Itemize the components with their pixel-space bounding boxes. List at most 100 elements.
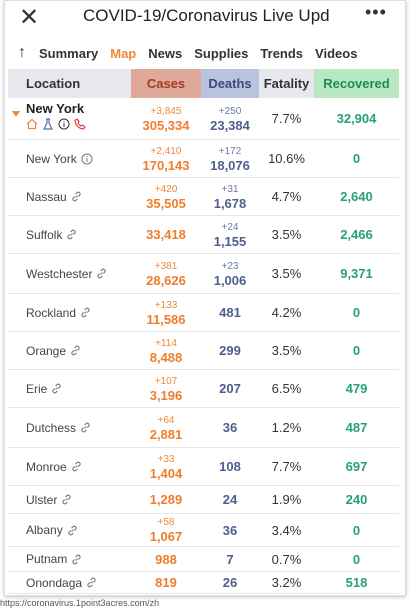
link-icon[interactable] xyxy=(80,307,91,318)
link-icon[interactable] xyxy=(51,383,62,394)
deaths-cell: 7 xyxy=(201,547,259,571)
location-cell: Orange xyxy=(8,332,131,369)
location-name: Dutchess xyxy=(26,420,77,435)
recovered: 518 xyxy=(345,575,368,590)
location-line: Putnam xyxy=(26,552,82,566)
table-row[interactable]: Monroe +33 1,404 108 7.7% 697 xyxy=(8,448,399,486)
table-row[interactable]: New York +3,845 305,334 +250 23,384 7.7% 32,90… xyxy=(8,98,399,140)
recovered: 2,466 xyxy=(340,227,373,242)
location-name: Ulster xyxy=(26,492,58,507)
tab[interactable]: Trends xyxy=(260,45,304,61)
up-arrow[interactable]: ↑ xyxy=(18,44,26,61)
table-row[interactable]: Westchester +381 28,626 +23 1,006 3.5% 9,371 xyxy=(8,254,399,294)
cases-cell: +107 3,196 xyxy=(131,370,201,407)
tab[interactable]: Map xyxy=(110,45,137,61)
fatality: 7.7% xyxy=(271,459,302,474)
total-cases: 1,289 xyxy=(149,492,183,507)
location-cell: Putnam xyxy=(8,547,131,571)
location-line: Albany xyxy=(26,523,78,537)
column-header[interactable]: Recovered xyxy=(314,69,399,98)
total-cases: 3,196 xyxy=(149,387,183,403)
table: Location Cases Deaths Fatality Recovered New … xyxy=(8,69,399,594)
total-cases: 305,334 xyxy=(142,117,190,133)
location-name: Albany xyxy=(26,523,63,537)
link-icon[interactable] xyxy=(61,494,72,505)
location-line: Monroe xyxy=(26,460,82,474)
phone-icon[interactable] xyxy=(74,118,86,130)
test-icon[interactable] xyxy=(42,118,54,130)
recovered-cell: 518 xyxy=(314,572,399,593)
deaths-cell: 36 xyxy=(201,408,259,447)
link-icon[interactable] xyxy=(66,229,77,240)
link-icon[interactable] xyxy=(70,345,81,356)
total-cases: 819 xyxy=(155,575,177,590)
recovered-cell: 479 xyxy=(314,370,399,407)
cases-cell: +133 11,586 xyxy=(131,294,201,331)
home-icon[interactable] xyxy=(26,118,38,130)
total-deaths: 1,678 xyxy=(213,195,247,211)
location-line: Nassau xyxy=(26,190,82,204)
tab[interactable]: Summary xyxy=(39,45,99,61)
recovered-cell: 2,640 xyxy=(314,178,399,215)
new-deaths: +172 xyxy=(218,145,242,157)
column-header[interactable]: Location xyxy=(8,69,131,98)
more-button[interactable]: ••• xyxy=(365,2,387,22)
recovered-cell: 487 xyxy=(314,408,399,447)
new-cases: +58 xyxy=(157,517,175,528)
fatality: 3.2% xyxy=(271,575,302,590)
table-row[interactable]: Rockland +133 11,586 481 4.2% 0 xyxy=(8,294,399,332)
new-cases: +2,410 xyxy=(150,145,182,157)
info-icon[interactable] xyxy=(81,153,93,165)
total-deaths: 207 xyxy=(219,381,241,396)
column-header[interactable]: Deaths xyxy=(201,69,259,98)
recovered-cell: 2,466 xyxy=(314,216,399,253)
fatality: 0.7% xyxy=(271,551,302,567)
tab-bar: ↑ Summary Map News Supplies Trends Videos xyxy=(5,39,405,67)
tab[interactable]: News xyxy=(148,45,183,61)
close-button[interactable]: ✕ xyxy=(19,4,40,31)
table-row[interactable]: Dutchess +64 2,881 36 1.2% 487 xyxy=(8,408,399,448)
column-header[interactable]: Fatality xyxy=(259,69,314,98)
recovered: 0 xyxy=(352,522,361,538)
column-header[interactable]: Cases xyxy=(131,69,201,98)
location-line: Rockland xyxy=(26,306,91,320)
new-cases: +64 xyxy=(157,414,175,426)
tab[interactable]: Videos xyxy=(315,45,358,61)
location-name: Rockland xyxy=(26,305,77,320)
deaths-cell: 24 xyxy=(201,486,259,513)
deaths-cell: +23 1,006 xyxy=(201,254,259,293)
link-icon[interactable] xyxy=(67,525,78,536)
table-row[interactable]: Albany +58 1,067 36 3.4% 0 xyxy=(8,514,399,547)
table-row[interactable]: Suffolk 33,418 +24 1,155 3.5% 2,466 xyxy=(8,216,399,254)
location-cell: Dutchess xyxy=(8,408,131,447)
location-line: Ulster xyxy=(26,493,72,507)
tab[interactable]: Supplies xyxy=(194,45,249,61)
link-icon[interactable] xyxy=(71,554,82,565)
link-icon[interactable] xyxy=(96,268,107,279)
link-icon[interactable] xyxy=(71,461,82,472)
state-icons xyxy=(26,118,86,130)
link-icon[interactable] xyxy=(71,191,82,202)
cases-cell: +58 1,067 xyxy=(131,514,201,546)
info-icon[interactable] xyxy=(58,118,70,130)
header: ✕ COVID-19/Coronavirus Live Upd ••• xyxy=(5,1,405,31)
location-cell: Westchester xyxy=(8,254,131,293)
table-row[interactable]: Erie +107 3,196 207 6.5% 479 xyxy=(8,370,399,408)
deaths-cell: +24 1,155 xyxy=(201,216,259,253)
table-row[interactable]: Ulster 1,289 24 1.9% 240 xyxy=(8,486,399,514)
link-icon[interactable] xyxy=(80,422,91,433)
location-name: Erie xyxy=(26,381,48,396)
location-name: Putnam xyxy=(26,552,68,566)
expand-arrow[interactable] xyxy=(12,111,20,117)
location-cell: Monroe xyxy=(8,448,131,485)
link-icon[interactable] xyxy=(86,577,97,588)
table-row[interactable]: Orange +114 8,488 299 3.5% 0 xyxy=(8,332,399,370)
table-row[interactable]: Putnam 988 7 0.7% 0 xyxy=(8,547,399,572)
table-row[interactable]: New York +2,410 170,143 +172 18,076 10.6% 0 xyxy=(8,140,399,178)
total-deaths: 1,006 xyxy=(213,272,247,288)
recovered: 32,904 xyxy=(336,111,377,126)
table-row[interactable]: Onondaga 819 26 3.2% 518 xyxy=(8,572,399,594)
table-row[interactable]: Nassau +420 35,505 +31 1,678 4.7% 2,640 xyxy=(8,178,399,216)
recovered: 0 xyxy=(352,551,361,567)
